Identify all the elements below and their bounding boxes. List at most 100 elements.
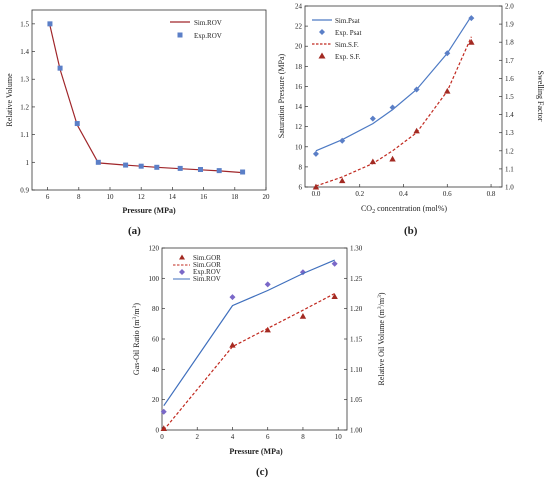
chart-c-legend: Sim.GOR Sim.GOR Exp.ROV Sim.ROV: [173, 254, 221, 283]
chart-c-ylabel-left-sup2: 3: [132, 305, 138, 308]
chart-c-ylabel-left: Gas-Oil Ratio (m3/m3): [132, 303, 141, 376]
chart-c-ylabel-left-end: ): [132, 303, 141, 306]
chart-c-xlabel: Pressure (MPa): [229, 447, 283, 456]
chart-a-xtick-label-1: 8: [77, 193, 81, 201]
chart-a-ytick-label-1: 1: [26, 159, 30, 167]
chart-c-ytick-right-label-1: 1.05: [350, 396, 363, 404]
chart-b-xlabel-rest: concentration (mol%): [375, 204, 447, 213]
chart-c-ytick-right-label-0: 1.00: [350, 427, 363, 435]
chart-b-xlabel-co: CO: [361, 204, 372, 213]
chart-b-series-1-point-1: [339, 137, 346, 144]
chart-b-ytick-left-label-2: 10: [295, 143, 303, 151]
chart-c-ylabel-right-sup1: 3: [377, 306, 383, 309]
chart-c-series-0-point-3: [299, 313, 307, 319]
chart-a-legend: Sim.ROV Exp.ROV: [170, 19, 222, 40]
chart-a-ytick-label-4: 1.3: [20, 76, 29, 84]
chart-a-series-1-point-8: [197, 167, 203, 173]
chart-c-series-2-point-4: [331, 260, 338, 267]
chart-b-ytick-left-label-8: 22: [295, 23, 303, 31]
chart-b-ytick-left-label-7: 20: [295, 43, 303, 51]
chart-c-ytick-right-label-2: 1.10: [350, 366, 363, 374]
chart-c-ylabel-right-mid: /m: [377, 297, 386, 306]
chart-c-ytick-left-label-1: 20: [152, 396, 160, 404]
chart-c-ytick-right-label-6: 1.30: [350, 245, 363, 253]
chart-c-ytick-left-label-3: 60: [152, 336, 160, 344]
chart-c-series: [160, 259, 338, 431]
chart-a-xtick-label-5: 16: [200, 193, 208, 201]
chart-a-xtick-label-4: 14: [169, 193, 177, 201]
chart-b-ylabel-left: Saturation Pressure (MPa): [277, 53, 286, 138]
chart-a-xtick-label-6: 18: [231, 193, 239, 201]
chart-a-xtick-label-7: 20: [263, 193, 271, 201]
chart-b-xtick-label-3: 0.6: [443, 190, 452, 198]
chart-b-ytick-left-label-6: 18: [295, 63, 303, 71]
chart-c-ytick-left-label-2: 40: [152, 366, 160, 374]
chart-b-ytick-left-label-5: 16: [295, 83, 303, 91]
chart-b-ytick-right-label-8: 1.8: [505, 39, 514, 47]
chart-c-xtick-label-0: 0: [160, 433, 164, 441]
chart-b-ytick-right-label-2: 1.2: [505, 147, 514, 155]
legend-b-sim-sf-label: Sim.S.F.: [335, 41, 359, 49]
chart-b-xtick-label-1: 0.2: [355, 190, 364, 198]
chart-c-ticks: 0 2 4 6 8 100204060801001201.001.051.101.151.…: [149, 245, 363, 442]
chart-a-ytick-label-0: 0.9: [20, 187, 29, 195]
chart-c-ytick-left-label-0: 0: [156, 427, 160, 435]
chart-a-series-1-point-2: [74, 121, 80, 127]
chart-b-ytick-left-label-1: 8: [299, 163, 303, 171]
chart-b-series-3-point-0: [312, 183, 320, 190]
chart-a-series-1-point-7: [177, 165, 183, 171]
chart-b-xlabel: CO2 concentration (mol%): [361, 204, 447, 215]
chart-b-series-3-point-6: [468, 39, 475, 45]
chart-c-ytick-left-label-5: 100: [149, 275, 160, 283]
chart-c-series-1-line: [163, 292, 335, 431]
chart-b-series-1-point-0: [312, 150, 319, 157]
chart-b-panel-label: (b): [404, 225, 418, 237]
chart-a-series-0-line: [49, 25, 243, 174]
chart-a-series-1-point-4: [123, 162, 129, 168]
legend-b-exp-sf-swatch: [318, 52, 326, 59]
chart-b-ytick-right-label-5: 1.5: [505, 93, 514, 101]
chart-c-series-2-point-0: [160, 408, 167, 415]
chart-a-xlabel: Pressure (MPa): [122, 206, 176, 215]
chart-a-series-1-point-10: [240, 169, 246, 175]
chart-b-ylabel-right: Swelling Factor: [536, 71, 545, 122]
chart-c-xtick-label-3: 6: [266, 433, 270, 441]
chart-b: 0.0 0.2 0.4 0.6 0.8 6 8 10 12 14 16 18 20 22 24 1.0 1.1 1…: [277, 3, 545, 238]
chart-a-frame: [31, 9, 267, 191]
chart-b-legend: Sim.Psat Exp. Psat Sim.S.F. Exp. S.F.: [312, 17, 362, 61]
chart-c-ytick-right-label-4: 1.20: [350, 305, 363, 313]
chart-c-series-2-point-2: [264, 281, 271, 288]
chart-a-ticks: 6 8 10 12 14 16 18 20 0.9 1 1.1 1.2 1.3 1.4 1.5: [20, 20, 270, 201]
chart-c-ytick-left-label-4: 80: [152, 305, 160, 313]
legend-c-sim-gor-marker-label: Sim.GOR: [193, 254, 221, 262]
chart-c-series-0-point-2: [264, 326, 271, 333]
chart-b-xtick-label-4: 0.8: [487, 190, 496, 198]
chart-a-xtick-label-0: 6: [46, 193, 50, 201]
chart-b-ytick-left-label-9: 24: [295, 3, 303, 11]
chart-a-series-1-point-5: [138, 163, 144, 169]
chart-a-panel-label: (a): [128, 225, 141, 237]
legend-b-exp-sf-label: Exp. S.F.: [335, 53, 361, 61]
chart-c-ylabel-right-sup2: 3: [377, 295, 383, 298]
chart-c-xtick-label-5: 10: [335, 433, 343, 441]
chart-c-ylabel-left-mid: /m: [132, 308, 141, 317]
chart-c-ytick-left-label-6: 120: [149, 245, 160, 253]
chart-c-series-3-line: [163, 259, 335, 407]
chart-b-xtick-label-2: 0.4: [399, 190, 408, 198]
chart-b-series-3-point-2: [369, 158, 377, 165]
chart-a-ytick-label-5: 1.4: [20, 48, 29, 56]
legend-a-exp-rov-label: Exp.ROV: [194, 32, 222, 40]
chart-b-ticks: 0.0 0.2 0.4 0.6 0.8 6 8 10 12 14 16 18 20 22 24 1.0 1.1 1…: [295, 3, 514, 199]
chart-a-ytick-label-6: 1.5: [20, 20, 29, 28]
chart-c-ytick-right-label-3: 1.15: [350, 336, 363, 344]
chart-a-series-1-point-0: [47, 21, 53, 27]
chart-b-series-1-point-2: [369, 115, 376, 122]
chart-a-series-1-point-3: [95, 159, 101, 165]
chart-b-ytick-right-label-0: 1.0: [505, 184, 514, 192]
chart-b-ytick-right-label-3: 1.3: [505, 129, 514, 137]
chart-a-series-1-point-1: [57, 65, 63, 71]
chart-b-xtick-label-0: 0.0: [312, 190, 321, 198]
chart-a-series-1-point-6: [154, 164, 160, 170]
legend-c-sim-gor-line-label: Sim.GOR: [193, 261, 221, 269]
